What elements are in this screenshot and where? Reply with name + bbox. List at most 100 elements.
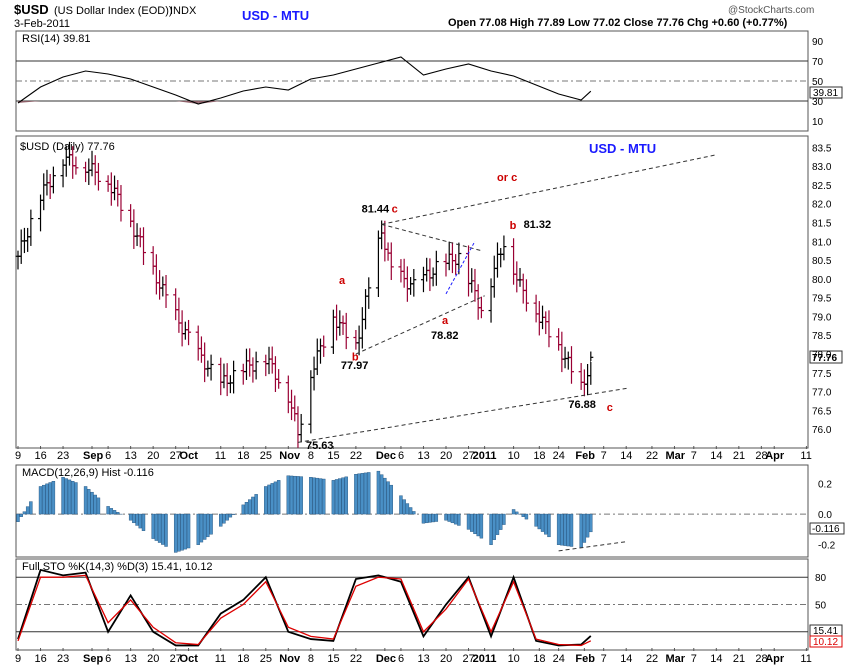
macd-hist-bar <box>450 513 455 524</box>
price-tick-label: 79.5 <box>812 294 832 305</box>
chart-title: USD - MTU <box>242 8 309 23</box>
macd-hist-bar <box>141 513 146 531</box>
macd-divergence-line <box>558 541 627 552</box>
macd-hist-bar <box>318 478 323 515</box>
macd-hist-bar <box>25 506 30 515</box>
macd-hist-bar <box>164 513 168 547</box>
price-tick-label: 76.5 <box>812 406 832 417</box>
macd-hist-bar <box>534 513 538 527</box>
price-tick-label: 77.0 <box>812 388 832 399</box>
macd-hist-bar <box>524 513 529 520</box>
macd-hist-bar <box>206 513 210 538</box>
price-tick-label: 80.5 <box>812 256 832 267</box>
x-tick-label-top: 6 <box>105 450 111 462</box>
x-tick-label-bottom: 9 <box>15 653 21 665</box>
price-tick-label: 83.0 <box>812 162 832 173</box>
macd-hist-bar <box>219 513 223 527</box>
x-tick-label-top: 2011 <box>473 450 497 462</box>
ohlc-summary: Open 77.08 High 77.89 Low 77.02 Close 77… <box>448 17 788 29</box>
x-tick-label-top: Apr <box>765 450 785 462</box>
price-annotation: 81.32 <box>524 219 552 231</box>
wave-label: b <box>510 220 517 232</box>
macd-hist-bar <box>64 478 68 515</box>
rsi-last-value-badge: 39.81 <box>809 86 843 99</box>
x-tick-label-top: 14 <box>620 450 632 462</box>
rsi-tick-label: 90 <box>812 37 824 48</box>
x-tick-label-top: Sep <box>83 450 103 462</box>
macd-hist-bar <box>322 478 326 515</box>
macd-hist-bar <box>447 513 451 522</box>
macd-hist-bar <box>209 513 213 535</box>
macd-hist-bar <box>582 513 587 543</box>
upper-channel-line <box>381 154 717 225</box>
macd-hist-bar <box>289 475 294 515</box>
wave-label: c <box>392 204 398 216</box>
macd-hist-bar <box>473 513 477 534</box>
price-tick-label: 78.0 <box>812 350 832 361</box>
rsi-line <box>17 56 592 105</box>
macd-hist-bar <box>360 473 365 515</box>
x-tick-label-top: 18 <box>237 450 249 462</box>
x-tick-label-bottom: 6 <box>105 653 111 665</box>
x-tick-label-bottom: 10 <box>508 653 520 665</box>
macd-hist-bar <box>161 513 165 545</box>
price-plot: 83.5 83.0 82.5 82.0 81.5 81.0 80.5 80.0 79.5 79.0… <box>15 141 832 452</box>
x-tick-label-top: 11 <box>215 450 226 462</box>
macd-hist-bar <box>331 480 336 515</box>
macd-hist-bar <box>431 513 435 523</box>
rsi-tick-label: 10 <box>812 117 824 128</box>
macd-hist-bar <box>344 476 348 515</box>
x-tick-label-top: Feb <box>575 450 595 462</box>
macd-hist-bar <box>537 513 542 530</box>
macd-hist-bar <box>495 513 500 535</box>
macd-hist-bar <box>112 510 117 515</box>
price-tick-label: 81.5 <box>812 218 832 229</box>
x-tick-label-bottom: 27 <box>170 653 182 665</box>
x-tick-label-top: 24 <box>553 450 565 462</box>
x-tick-label-bottom: 6 <box>398 653 404 665</box>
x-tick-label-bottom: Feb <box>575 653 595 665</box>
x-tick-label-bottom: Mar <box>665 653 685 665</box>
macd-hist-bar <box>183 513 188 550</box>
wave-label: c <box>607 402 613 414</box>
macd-hist-bar <box>521 513 525 517</box>
x-tick-label-top: 27 <box>463 450 475 462</box>
x-tick-label-top: 6 <box>398 450 404 462</box>
x-tick-label-bottom: 18 <box>237 653 249 665</box>
sto-plot: 80 50 <box>16 568 827 647</box>
macd-hist-bar <box>135 513 139 526</box>
x-tick-label-top: 23 <box>57 450 69 462</box>
macd-hist-bar <box>338 478 342 515</box>
price-tick-label: 83.5 <box>812 143 832 154</box>
macd-hist-bar <box>492 513 496 540</box>
macd-hist-bar <box>444 513 448 521</box>
macd-hist-bar <box>309 477 313 515</box>
x-tick-label-top: 20 <box>147 450 159 462</box>
price-tick-label: 76.0 <box>812 425 832 436</box>
x-tick-label-bottom: 28 <box>755 653 767 665</box>
macd-hist-bar <box>87 489 91 515</box>
wave-label: a <box>339 275 346 287</box>
price-tick-label: 77.5 <box>812 369 832 380</box>
macd-hist-bar <box>19 513 23 517</box>
macd-hist-bar <box>74 482 78 515</box>
rsi-tick-label: 30 <box>812 97 824 108</box>
macd-hist-bar <box>109 508 114 515</box>
x-tick-label-bottom: 11 <box>800 653 811 665</box>
price-last-value-badge: 77.76 <box>809 350 843 364</box>
x-tick-label-bottom: 22 <box>646 653 658 665</box>
x-tick-label-top: 13 <box>125 450 137 462</box>
macd-hist-bar <box>29 501 33 515</box>
index-name-label: (US Dollar Index (EOD)) <box>54 5 173 17</box>
macd-tick-label: -0.2 <box>818 541 836 552</box>
macd-hist-bar <box>499 513 503 530</box>
price-annotation: 81.44 <box>362 204 390 216</box>
macd-hist-bar <box>202 513 207 540</box>
sto-k-last-value: 15.41 <box>813 626 838 637</box>
macd-hist-bar <box>225 513 229 521</box>
x-tick-label-top: 13 <box>417 450 429 462</box>
macd-hist-bar <box>489 513 493 545</box>
macd-hist-bar <box>96 497 101 515</box>
macd-hist-bar <box>428 513 432 523</box>
